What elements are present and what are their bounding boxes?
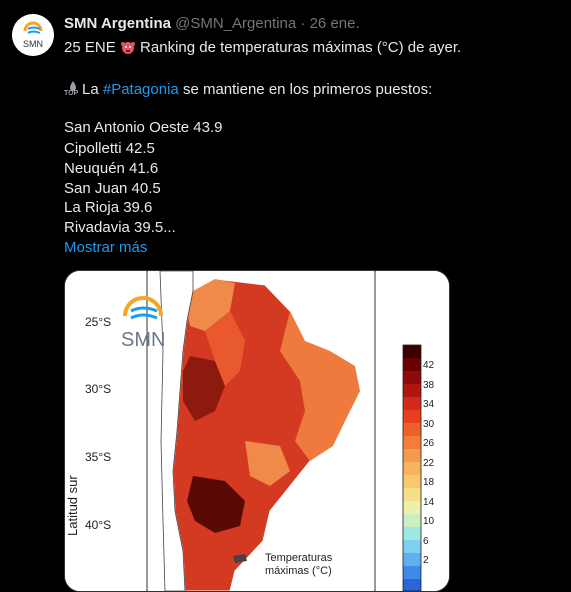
- hashtag-patagonia[interactable]: #Patagonia: [102, 81, 179, 98]
- map-caption-line2: máximas (°C): [265, 565, 332, 577]
- ranking-item: San Antonio Oeste 43.9: [64, 119, 223, 136]
- tweet-line-1: 25 ENE Ranking de temperaturas máximas (…: [64, 39, 461, 56]
- tweet-line-2: TOP La #Patagonia se mantiene en los pri…: [64, 79, 432, 98]
- author-name[interactable]: SMN Argentina: [64, 15, 171, 32]
- temperature-map: SMN 25°S 30°S 35°S 40°S Latitud sur: [65, 271, 449, 591]
- author-handle[interactable]: @SMN_Argentina: [175, 15, 297, 32]
- legend-label: 38: [423, 380, 435, 391]
- legend-label: 2: [423, 555, 429, 566]
- date-prefix: 25 ENE: [64, 39, 116, 56]
- lat-label: 25°S: [85, 315, 111, 329]
- tweet-date[interactable]: 26 ene.: [309, 15, 360, 32]
- legend-label: 6: [423, 536, 429, 547]
- ranking-title: Ranking de temperaturas máximas (°C) de …: [140, 39, 462, 56]
- avatar[interactable]: SMN: [12, 14, 54, 56]
- y-axis-label: Latitud sur: [65, 475, 80, 536]
- top-arrow-emoji-icon: TOP: [64, 79, 82, 97]
- show-more-link[interactable]: Mostrar más: [64, 239, 148, 256]
- legend-label: 30: [423, 419, 435, 430]
- legend-label: 22: [423, 458, 435, 469]
- tweet-media-image[interactable]: SMN 25°S 30°S 35°S 40°S Latitud sur: [64, 270, 450, 592]
- smn-logo-icon: SMN: [12, 14, 54, 56]
- lat-label: 35°S: [85, 450, 111, 464]
- thermometer-face-emoji-icon: [120, 42, 135, 54]
- legend-label: 14: [423, 497, 435, 508]
- tweet-header: SMN Argentina @SMN_Argentina · 26 ene.: [64, 15, 360, 32]
- ranking-item: La Rioja 39.6: [64, 199, 153, 216]
- ranking-item: Cipolletti 42.5: [64, 140, 155, 157]
- line2-prefix: La: [82, 81, 99, 98]
- svg-text:SMN: SMN: [23, 39, 43, 49]
- lat-label: 40°S: [85, 518, 111, 532]
- legend-label: 42: [423, 360, 435, 371]
- line2-suffix: se mantiene en los primeros puestos:: [182, 81, 433, 98]
- ranking-item: Rivadavia 39.5...: [64, 219, 176, 236]
- map-logo-text: SMN: [121, 329, 165, 351]
- ranking-item: Neuquén 41.6: [64, 160, 159, 177]
- temperature-legend: 42 38 34 30 26 22 18 14 10 6 2: [402, 344, 435, 591]
- legend-label: 18: [423, 477, 435, 488]
- legend-label: 26: [423, 438, 435, 449]
- ranking-item: San Juan 40.5: [64, 180, 161, 197]
- legend-label: 10: [423, 516, 435, 527]
- map-caption-line1: Temperaturas: [265, 552, 333, 564]
- separator-dot: ·: [300, 15, 306, 32]
- lat-label: 30°S: [85, 382, 111, 396]
- legend-label: 34: [423, 399, 435, 410]
- smn-map-logo: SMN: [121, 296, 165, 351]
